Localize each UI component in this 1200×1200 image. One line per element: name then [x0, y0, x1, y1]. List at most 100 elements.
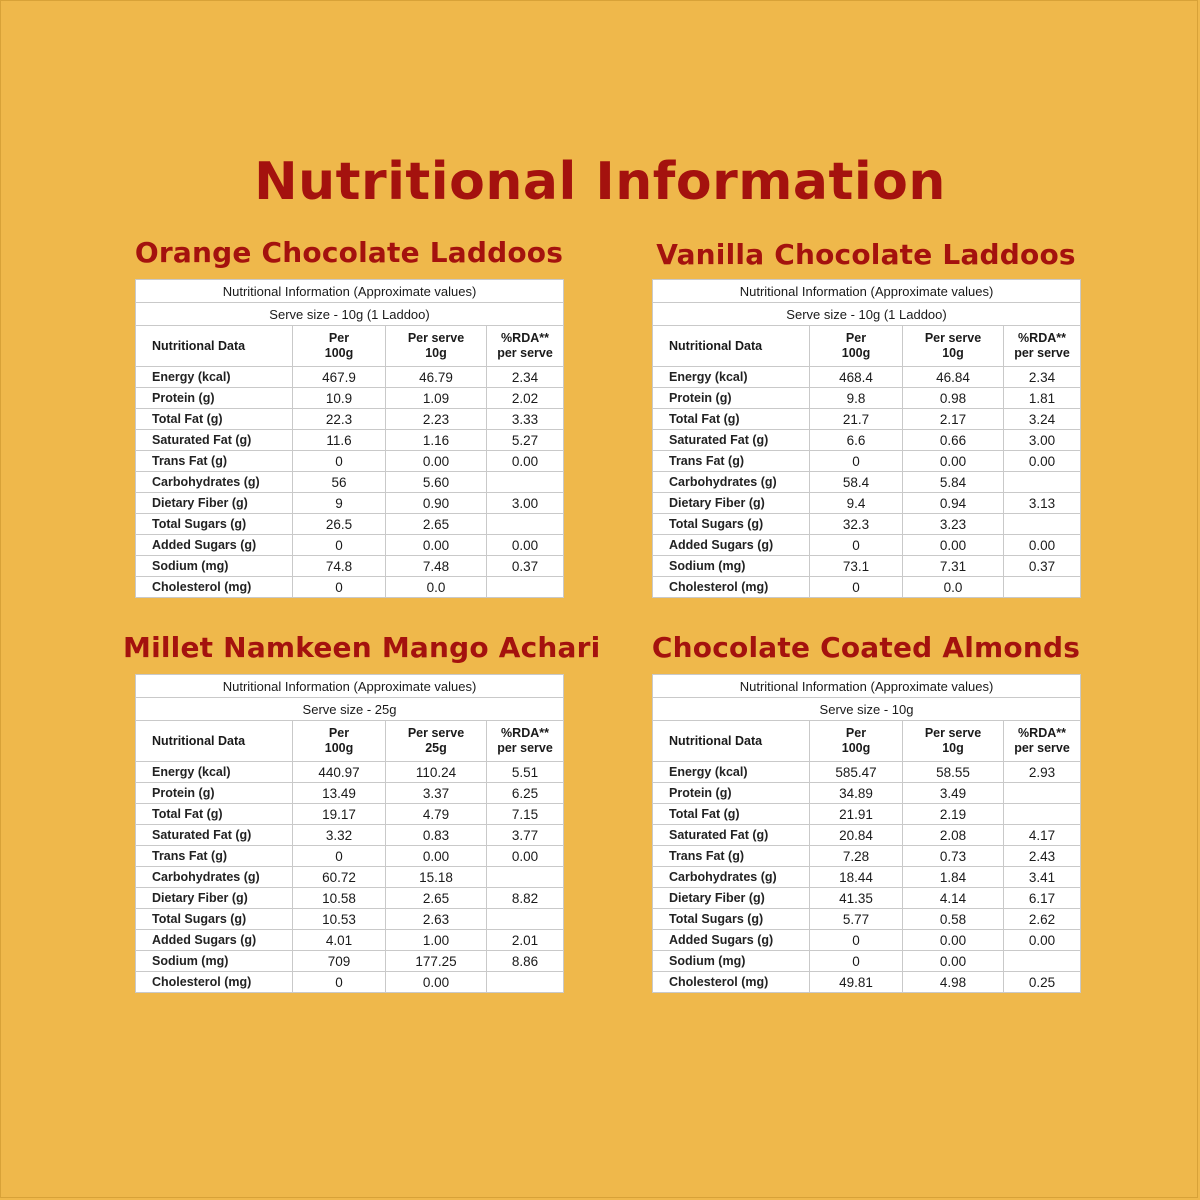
value-per-100g: 56: [292, 471, 386, 493]
nutrient-name: Added Sugars (g): [652, 534, 810, 556]
nutrition-table: Nutritional Information (Approximate val…: [651, 674, 1082, 993]
serve-size: Serve size - 10g: [651, 697, 1082, 721]
nutrient-name: Saturated Fat (g): [652, 429, 810, 451]
nutrient-name: Carbohydrates (g): [135, 866, 293, 888]
value-per-serve: 0.83: [385, 824, 487, 846]
value-per-serve: 1.09: [385, 387, 487, 409]
value-per-serve: 0.00: [902, 534, 1004, 556]
value-per-serve: 0.0: [902, 576, 1004, 598]
col-header-per100: Per 100g: [292, 720, 386, 762]
value-per-100g: 34.89: [809, 782, 903, 804]
table-row: Protein (g) 34.89 3.49: [652, 782, 1082, 804]
product-title: Orange Chocolate Laddoos: [134, 236, 564, 269]
value-rda: 6.25: [485, 782, 565, 804]
value-per-100g: 5.77: [809, 908, 903, 930]
table-row: Carbohydrates (g) 60.72 15.18: [135, 866, 565, 888]
serve-size: Serve size - 10g (1 Laddoo): [651, 302, 1082, 326]
value-rda: 2.93: [1002, 761, 1082, 783]
value-rda: 0.00: [1002, 450, 1082, 472]
value-rda: [485, 866, 565, 888]
nutrition-table: Nutritional Information (Approximate val…: [651, 279, 1082, 598]
table-row: Sodium (mg) 73.1 7.31 0.37: [652, 555, 1082, 577]
value-rda: [1002, 782, 1082, 804]
table-caption: Nutritional Information (Approximate val…: [134, 279, 565, 303]
value-rda: 2.62: [1002, 908, 1082, 930]
value-per-serve: 3.37: [385, 782, 487, 804]
table-row: Protein (g) 10.9 1.09 2.02: [135, 387, 565, 409]
value-per-100g: 0: [809, 950, 903, 972]
table-row: Total Sugars (g) 26.5 2.65: [135, 513, 565, 535]
nutrient-name: Carbohydrates (g): [652, 866, 810, 888]
value-rda: [485, 908, 565, 930]
value-per-100g: 60.72: [292, 866, 386, 888]
nutrient-name: Protein (g): [652, 387, 810, 409]
table-row: Dietary Fiber (g) 9.4 0.94 3.13: [652, 492, 1082, 514]
value-per-100g: 10.9: [292, 387, 386, 409]
table-row: Dietary Fiber (g) 41.35 4.14 6.17: [652, 887, 1082, 909]
nutrient-name: Energy (kcal): [652, 366, 810, 388]
table-row: Sodium (mg) 709 177.25 8.86: [135, 950, 565, 972]
col-header-per100: Per 100g: [809, 325, 903, 367]
table-row: Trans Fat (g) 0 0.00 0.00: [135, 450, 565, 472]
table-row: Total Sugars (g) 5.77 0.58 2.62: [652, 908, 1082, 930]
value-per-100g: 10.53: [292, 908, 386, 930]
value-per-serve: 3.23: [902, 513, 1004, 535]
table-row: Energy (kcal) 467.9 46.79 2.34: [135, 366, 565, 388]
nutrient-name: Dietary Fiber (g): [135, 492, 293, 514]
nutrient-name: Cholesterol (mg): [135, 971, 293, 993]
value-per-serve: 4.98: [902, 971, 1004, 993]
value-per-100g: 9.4: [809, 492, 903, 514]
table-caption: Nutritional Information (Approximate val…: [134, 674, 565, 698]
value-rda: 4.17: [1002, 824, 1082, 846]
value-rda: 6.17: [1002, 887, 1082, 909]
nutrient-name: Sodium (mg): [652, 950, 810, 972]
value-per-100g: 0: [809, 929, 903, 951]
value-per-100g: 440.97: [292, 761, 386, 783]
col-header-rda: %RDA** per serve: [1002, 325, 1082, 367]
serve-size: Serve size - 10g (1 Laddoo): [134, 302, 565, 326]
value-per-serve: 15.18: [385, 866, 487, 888]
value-per-serve: 1.00: [385, 929, 487, 951]
value-per-serve: 5.60: [385, 471, 487, 493]
value-rda: 2.01: [485, 929, 565, 951]
nutrient-name: Energy (kcal): [135, 761, 293, 783]
value-rda: 3.77: [485, 824, 565, 846]
table-row: Added Sugars (g) 0 0.00 0.00: [652, 534, 1082, 556]
nutrient-name: Saturated Fat (g): [652, 824, 810, 846]
value-per-100g: 0: [292, 534, 386, 556]
value-per-serve: 0.98: [902, 387, 1004, 409]
table-row: Added Sugars (g) 4.01 1.00 2.01: [135, 929, 565, 951]
nutrient-name: Total Fat (g): [135, 408, 293, 430]
value-per-serve: 46.84: [902, 366, 1004, 388]
nutrient-name: Trans Fat (g): [135, 450, 293, 472]
value-rda: [485, 971, 565, 993]
nutrient-name: Dietary Fiber (g): [135, 887, 293, 909]
value-per-serve: 0.66: [902, 429, 1004, 451]
value-per-100g: 10.58: [292, 887, 386, 909]
table-row: Saturated Fat (g) 3.32 0.83 3.77: [135, 824, 565, 846]
value-per-serve: 7.31: [902, 555, 1004, 577]
value-rda: 3.41: [1002, 866, 1082, 888]
value-rda: 0.00: [485, 534, 565, 556]
value-rda: [1002, 803, 1082, 825]
value-per-100g: 11.6: [292, 429, 386, 451]
nutrient-name: Total Sugars (g): [135, 513, 293, 535]
table-row: Total Fat (g) 21.7 2.17 3.24: [652, 408, 1082, 430]
value-rda: 3.13: [1002, 492, 1082, 514]
table-row: Added Sugars (g) 0 0.00 0.00: [135, 534, 565, 556]
value-rda: 0.37: [1002, 555, 1082, 577]
col-header-rda: %RDA** per serve: [485, 720, 565, 762]
nutrient-name: Added Sugars (g): [652, 929, 810, 951]
nutrient-name: Protein (g): [135, 387, 293, 409]
value-per-serve: 0.0: [385, 576, 487, 598]
value-rda: [1002, 513, 1082, 535]
value-rda: [485, 471, 565, 493]
value-per-serve: 7.48: [385, 555, 487, 577]
value-rda: 3.00: [485, 492, 565, 514]
value-per-serve: 2.17: [902, 408, 1004, 430]
nutrient-name: Saturated Fat (g): [135, 824, 293, 846]
value-per-serve: 4.14: [902, 887, 1004, 909]
value-rda: 7.15: [485, 803, 565, 825]
table-row: Dietary Fiber (g) 10.58 2.65 8.82: [135, 887, 565, 909]
nutrition-table: Nutritional Information (Approximate val…: [134, 279, 565, 598]
